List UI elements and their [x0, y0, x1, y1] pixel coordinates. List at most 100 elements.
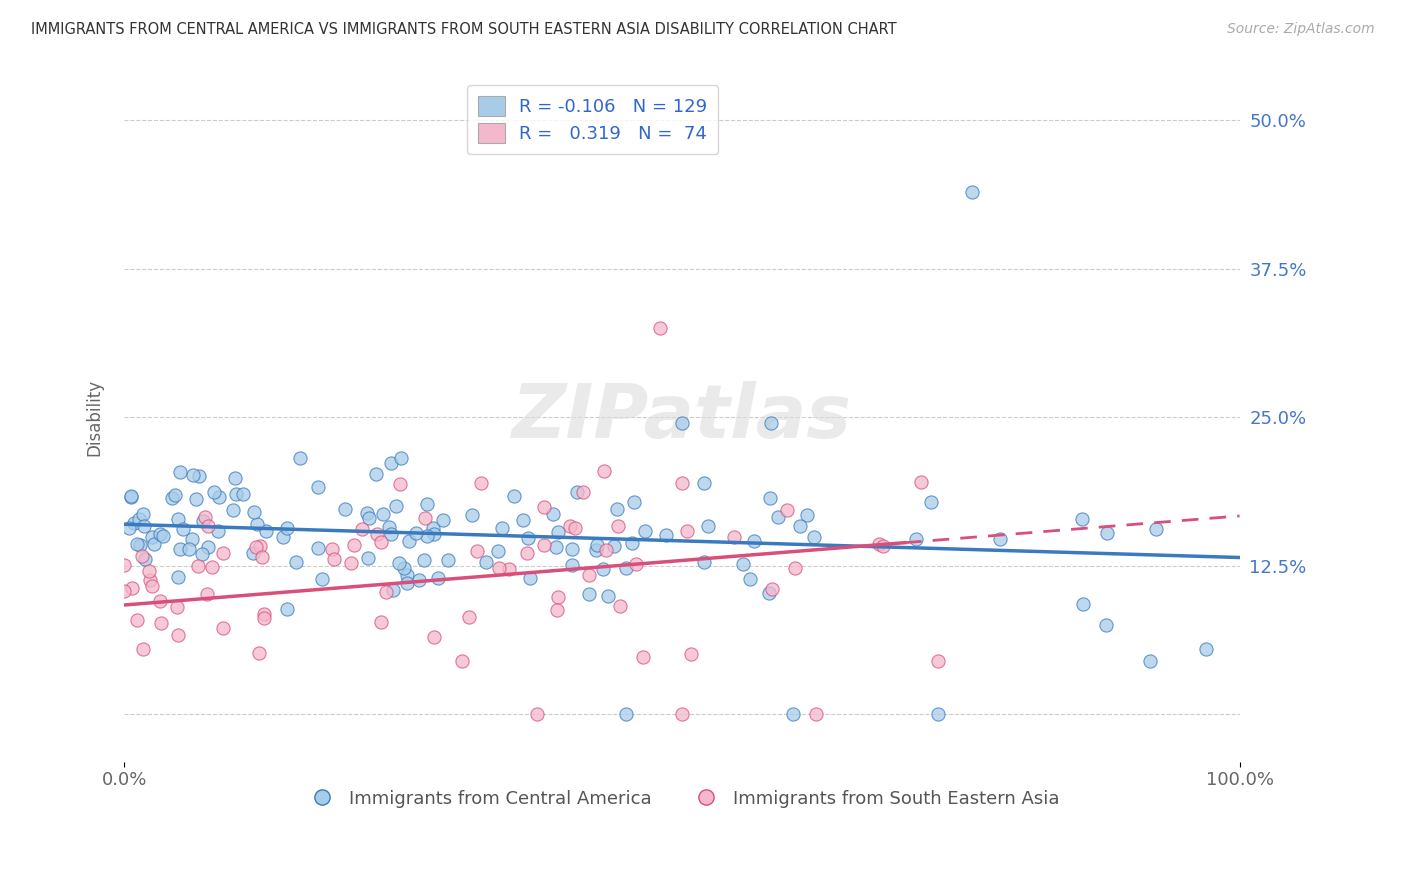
Point: [128, 511, 150, 525]
Point: [243, 505, 266, 519]
Point: [603, 540, 626, 554]
Point: [250, 550, 273, 565]
Point: [910, 475, 932, 489]
Point: [872, 539, 894, 553]
Point: [517, 531, 540, 545]
Point: [742, 534, 765, 549]
Point: [761, 582, 783, 596]
Point: [422, 630, 444, 644]
Point: [254, 524, 277, 538]
Point: [149, 526, 172, 541]
Point: [395, 575, 418, 590]
Point: [408, 573, 430, 587]
Point: [129, 538, 152, 552]
Point: [134, 552, 156, 566]
Point: [564, 521, 586, 535]
Point: [571, 484, 593, 499]
Point: [927, 707, 949, 722]
Point: [738, 572, 761, 586]
Point: [607, 519, 630, 533]
Point: [869, 536, 891, 550]
Point: [112, 558, 135, 572]
Point: [221, 502, 243, 516]
Point: [671, 417, 693, 431]
Point: [1095, 526, 1118, 541]
Point: [789, 518, 811, 533]
Point: [190, 547, 212, 561]
Point: [766, 510, 789, 524]
Y-axis label: Disability: Disability: [86, 379, 103, 456]
Point: [578, 587, 600, 601]
Point: [181, 532, 204, 546]
Point: [1071, 512, 1094, 526]
Point: [423, 526, 446, 541]
Point: [782, 707, 804, 722]
Point: [598, 590, 620, 604]
Point: [201, 560, 224, 574]
Point: [547, 591, 569, 605]
Point: [132, 642, 155, 657]
Legend: Immigrants from Central America, Immigrants from South Eastern Asia: Immigrants from Central America, Immigra…: [297, 782, 1067, 814]
Point: [242, 546, 264, 560]
Point: [783, 561, 806, 575]
Point: [141, 530, 163, 544]
Point: [245, 540, 267, 554]
Point: [321, 541, 343, 556]
Point: [252, 607, 274, 621]
Point: [125, 614, 148, 628]
Point: [578, 568, 600, 582]
Point: [212, 546, 235, 560]
Point: [547, 525, 569, 540]
Point: [138, 574, 160, 588]
Point: [166, 600, 188, 615]
Point: [311, 572, 333, 586]
Point: [187, 559, 209, 574]
Point: [284, 556, 307, 570]
Point: [470, 475, 492, 490]
Point: [120, 489, 142, 503]
Point: [169, 541, 191, 556]
Point: [731, 557, 754, 571]
Point: [451, 654, 474, 668]
Point: [370, 535, 392, 549]
Point: [307, 541, 329, 555]
Point: [592, 562, 614, 576]
Point: [631, 649, 654, 664]
Point: [546, 602, 568, 616]
Point: [758, 586, 780, 600]
Point: [163, 488, 186, 502]
Point: [131, 549, 153, 564]
Point: [1139, 654, 1161, 668]
Point: [388, 556, 411, 570]
Point: [122, 516, 145, 531]
Point: [112, 583, 135, 598]
Point: [253, 611, 276, 625]
Point: [546, 540, 568, 554]
Point: [526, 707, 548, 722]
Point: [561, 558, 583, 572]
Point: [172, 522, 194, 536]
Point: [120, 490, 142, 504]
Point: [356, 506, 378, 520]
Point: [194, 510, 217, 524]
Point: [141, 579, 163, 593]
Point: [905, 533, 928, 547]
Point: [697, 518, 720, 533]
Point: [378, 520, 401, 534]
Point: [416, 529, 439, 543]
Point: [671, 707, 693, 722]
Point: [121, 581, 143, 595]
Point: [276, 602, 298, 616]
Text: IMMIGRANTS FROM CENTRAL AMERICA VS IMMIGRANTS FROM SOUTH EASTERN ASIA DISABILITY: IMMIGRANTS FROM CENTRAL AMERICA VS IMMIG…: [31, 22, 897, 37]
Point: [432, 513, 454, 527]
Point: [160, 491, 183, 505]
Point: [606, 501, 628, 516]
Point: [595, 542, 617, 557]
Point: [759, 491, 782, 506]
Point: [389, 451, 412, 466]
Point: [458, 610, 481, 624]
Point: [609, 599, 631, 613]
Point: [247, 646, 270, 660]
Point: [675, 524, 697, 538]
Point: [585, 538, 607, 552]
